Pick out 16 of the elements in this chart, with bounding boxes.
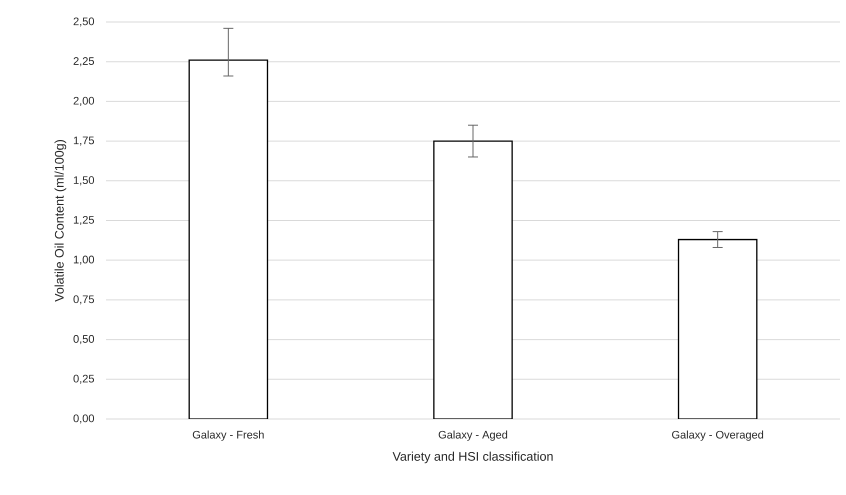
- x-tick-label: Galaxy - Fresh: [192, 430, 264, 441]
- y-tick-label: 2,00: [74, 96, 94, 106]
- y-tick-label: 0,25: [73, 374, 94, 384]
- x-tick-label: Galaxy - Aged: [438, 430, 508, 441]
- y-tick-label: 1,75: [74, 136, 94, 146]
- y-tick-label: 0,50: [73, 335, 94, 344]
- x-axis-title: Variety and HSI classification: [392, 452, 553, 464]
- x-tick-label: Galaxy - Overaged: [672, 430, 764, 441]
- y-tick-label: 2,25: [74, 57, 94, 66]
- y-tick-label: 1,50: [74, 176, 94, 186]
- y-tick-label: 0,75: [73, 295, 94, 304]
- y-tick-label: 2,50: [74, 17, 94, 27]
- y-tick-label: 1,25: [74, 216, 94, 226]
- y-tick-label: 1,00: [74, 256, 94, 265]
- y-axis-title: Volatile Oil Content (ml/100g): [54, 140, 66, 302]
- y-tick-label: 0,00: [73, 414, 94, 424]
